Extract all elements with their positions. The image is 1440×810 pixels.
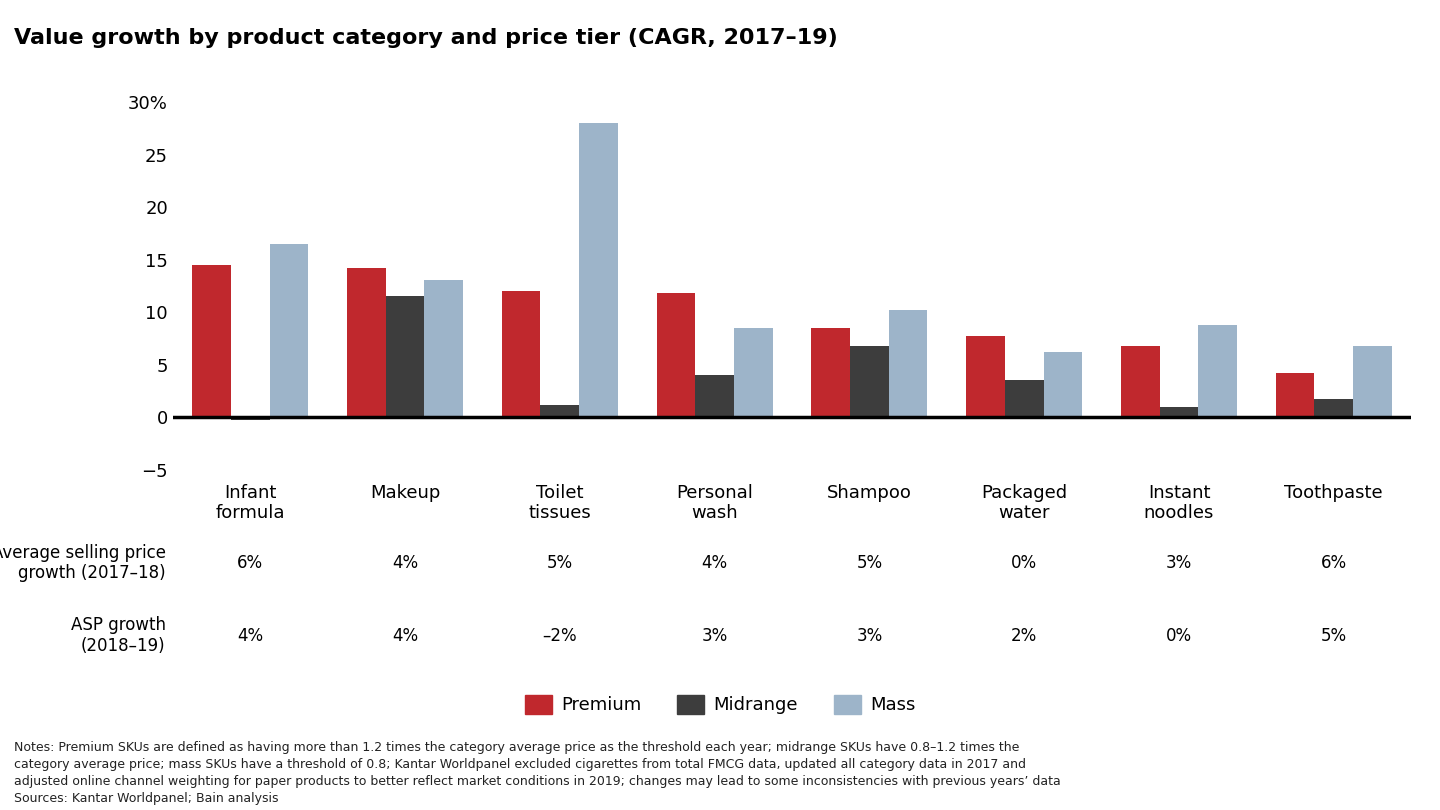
- Bar: [888, 310, 927, 417]
- Bar: [540, 405, 579, 417]
- Text: –2%: –2%: [543, 627, 577, 645]
- Text: 4%: 4%: [701, 554, 727, 572]
- Text: 4%: 4%: [392, 554, 418, 572]
- Bar: [657, 293, 696, 417]
- Bar: [425, 279, 464, 417]
- Bar: [1159, 407, 1198, 417]
- Text: ASP growth
(2018–19): ASP growth (2018–19): [71, 616, 166, 655]
- Bar: [966, 336, 1005, 417]
- Bar: [386, 296, 425, 417]
- Bar: [1315, 399, 1354, 417]
- Bar: [1198, 325, 1237, 417]
- Bar: [579, 123, 618, 417]
- Text: Average selling price
growth (2017–18): Average selling price growth (2017–18): [0, 544, 166, 582]
- Text: Value growth by product category and price tier (CAGR, 2017–19): Value growth by product category and pri…: [14, 28, 838, 49]
- Text: 6%: 6%: [1320, 554, 1346, 572]
- Text: 6%: 6%: [238, 554, 264, 572]
- Bar: [850, 346, 888, 417]
- Bar: [269, 244, 308, 417]
- Text: 3%: 3%: [857, 627, 883, 645]
- Bar: [347, 268, 386, 417]
- Bar: [230, 417, 269, 420]
- Legend: Premium, Midrange, Mass: Premium, Midrange, Mass: [517, 688, 923, 722]
- Bar: [1276, 373, 1315, 417]
- Bar: [734, 328, 773, 417]
- Text: 3%: 3%: [701, 627, 727, 645]
- Text: 3%: 3%: [1166, 554, 1192, 572]
- Text: 5%: 5%: [1320, 627, 1346, 645]
- Bar: [1354, 346, 1392, 417]
- Text: Notes: Premium SKUs are defined as having more than 1.2 times the category avera: Notes: Premium SKUs are defined as havin…: [14, 741, 1061, 805]
- Bar: [811, 328, 850, 417]
- Bar: [696, 375, 734, 417]
- Bar: [1005, 381, 1044, 417]
- Bar: [1120, 346, 1159, 417]
- Text: 2%: 2%: [1011, 627, 1037, 645]
- Text: 0%: 0%: [1166, 627, 1192, 645]
- Text: 4%: 4%: [392, 627, 418, 645]
- Bar: [1044, 352, 1083, 417]
- Text: 4%: 4%: [238, 627, 264, 645]
- Text: 5%: 5%: [547, 554, 573, 572]
- Bar: [501, 291, 540, 417]
- Bar: [192, 265, 230, 417]
- Text: 0%: 0%: [1011, 554, 1037, 572]
- Text: 5%: 5%: [857, 554, 883, 572]
